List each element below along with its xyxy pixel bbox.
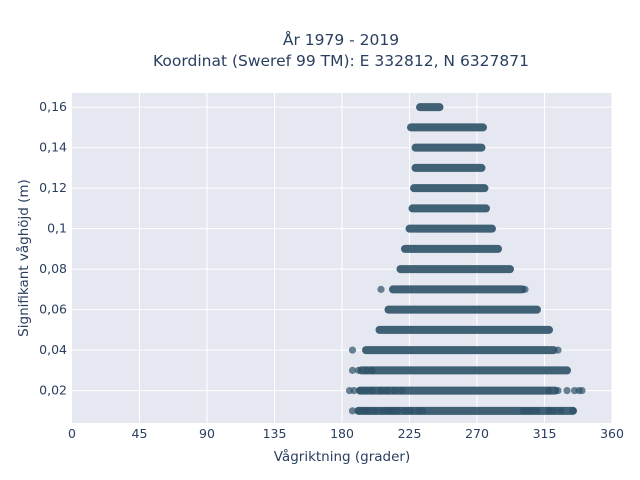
y-axis-ticks: 0,02 0,04 0,06 0,08 0,1 0,12 0,14 0,16: [39, 99, 67, 397]
data-point: [401, 407, 409, 415]
data-point: [377, 285, 385, 293]
x-tick-label: 270: [465, 426, 489, 441]
data-point: [368, 366, 376, 374]
x-tick-label: 180: [330, 426, 354, 441]
data-point: [563, 387, 571, 395]
x-tick-label: 135: [263, 426, 287, 441]
data-point: [398, 387, 406, 395]
x-tick-label: 45: [132, 426, 148, 441]
x-tick-label: 315: [533, 426, 557, 441]
data-point: [569, 407, 577, 415]
data-point: [356, 387, 364, 395]
data-point: [549, 407, 558, 415]
data-point: [554, 387, 562, 395]
data-point: [578, 387, 586, 395]
x-tick-label: 90: [199, 426, 215, 441]
data-point: [348, 407, 357, 415]
data-point: [554, 346, 562, 354]
data-point: [533, 407, 541, 415]
data-point: [348, 346, 357, 354]
data-point: [362, 387, 370, 395]
x-axis-ticks: 0 45 90 135 180 225 270 315 360: [68, 426, 624, 441]
y-tick-label: 0,02: [39, 383, 67, 398]
x-tick-label: 360: [600, 426, 624, 441]
data-point: [390, 387, 399, 395]
data-point: [350, 387, 358, 395]
x-axis-label: Vågriktning (grader): [274, 448, 411, 465]
data-point: [362, 366, 370, 374]
data-point: [371, 407, 379, 415]
data-point: [407, 407, 415, 415]
chart-title-line1: År 1979 - 2019: [283, 30, 399, 49]
data-point: [365, 407, 373, 415]
data-point: [527, 407, 535, 415]
data-point: [377, 387, 385, 395]
data-point: [419, 407, 427, 415]
x-tick-label: 0: [68, 426, 76, 441]
y-tick-label: 0,08: [39, 261, 67, 276]
y-tick-label: 0,14: [39, 140, 67, 155]
data-point: [545, 387, 553, 395]
y-tick-label: 0,04: [39, 342, 67, 357]
y-tick-label: 0,06: [39, 302, 67, 317]
data-point: [368, 387, 376, 395]
data-point: [557, 407, 565, 415]
y-axis-label: Signifikant våghöjd (m): [15, 179, 32, 337]
data-points: [345, 103, 586, 415]
data-point: [348, 366, 357, 374]
y-tick-label: 0,1: [47, 221, 67, 236]
y-tick-label: 0,12: [39, 180, 67, 195]
data-point: [521, 285, 529, 293]
x-tick-label: 225: [398, 426, 422, 441]
data-point: [383, 387, 391, 395]
data-point: [393, 407, 402, 415]
chart-title-line2: Koordinat (Sweref 99 TM): E 332812, N 63…: [153, 52, 529, 70]
y-tick-label: 0,16: [39, 99, 67, 114]
data-point: [354, 366, 363, 374]
